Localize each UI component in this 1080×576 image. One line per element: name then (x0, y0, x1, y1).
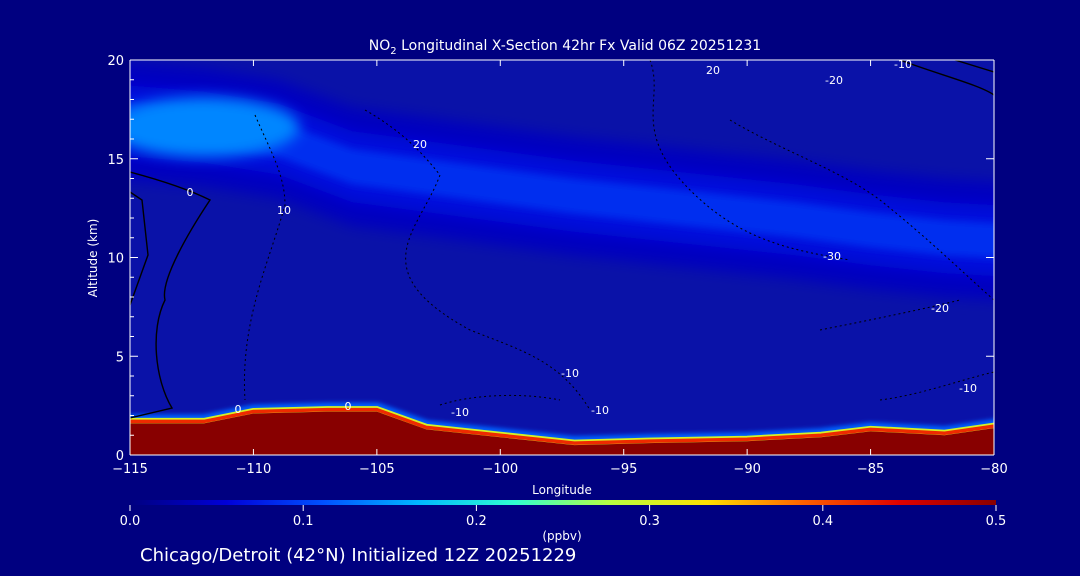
contour-label: -20 (825, 74, 843, 87)
contour-line (879, 371, 994, 401)
contour-label: 0 (187, 186, 194, 199)
colorbar-tick-label: 0.2 (466, 514, 487, 529)
contour-line (954, 60, 994, 73)
colorbar-tick-label: 0.0 (120, 514, 141, 529)
x-tick-label: −90 (733, 462, 760, 477)
title-prefix: NO (369, 38, 391, 54)
contour-label: 20 (413, 138, 427, 151)
colorbar-ticks: 0.0 0.1 0.2 0.3 0.4 0.5 (120, 505, 1007, 529)
contour-label: 10 (277, 204, 291, 217)
y-tick-label: 15 (107, 153, 124, 168)
contour-line (439, 394, 561, 406)
x-tick-label: −80 (980, 462, 1007, 477)
contour-line (899, 60, 994, 96)
plot-area: 0 0 0 10 20 20 -10 -10 -20 -10 -30 -20 -10 -10 (130, 58, 994, 455)
x-axis-label: Longitude (532, 483, 592, 497)
surface-layer (130, 411, 994, 455)
y-tick-label: 5 (116, 350, 124, 365)
y-axis: 0 5 10 15 20 (107, 54, 994, 464)
contour-label: -10 (591, 404, 609, 417)
footer-caption: Chicago/Detroit (42°N) Initialized 12Z 2… (140, 545, 576, 566)
upper-layer-core (130, 103, 994, 259)
contour-line (130, 171, 212, 419)
y-tick-label: 20 (107, 54, 124, 69)
contour-label: 0 (235, 403, 242, 416)
x-tick-label: −115 (112, 462, 148, 477)
y-tick-label: 0 (116, 449, 124, 464)
colorbar-tick-label: 0.4 (812, 514, 833, 529)
colorbar: 0.0 0.1 0.2 0.3 0.4 0.5 (ppbv) (120, 500, 1007, 543)
colorbar-tick-label: 0.1 (293, 514, 314, 529)
colorbar-tick-label: 0.3 (639, 514, 660, 529)
contour-line (729, 119, 994, 301)
upper-layer-maximum (130, 97, 300, 158)
contour-label: -10 (451, 406, 469, 419)
contour-label: -10 (894, 58, 912, 71)
contour-labels: 0 0 0 10 20 20 -10 -10 -20 -10 -30 -20 -10 -10 (187, 58, 977, 419)
contour-label: -10 (959, 382, 977, 395)
x-tick-label: −95 (610, 462, 637, 477)
x-tick-label: −110 (236, 462, 272, 477)
x-tick-label: −100 (482, 462, 518, 477)
colorbar-tick-label: 0.5 (986, 514, 1007, 529)
contour-line (819, 299, 961, 331)
contour-label: -10 (561, 367, 579, 380)
x-tick-label: −85 (857, 462, 884, 477)
title-rest: Longitudinal X-Section 42hr Fx Valid 06Z… (397, 38, 762, 54)
concentration-field (130, 61, 994, 455)
contour-label: 0 (345, 400, 352, 413)
contour-label: 20 (706, 64, 720, 77)
x-tick-label: −105 (359, 462, 395, 477)
title-subscript: 2 (390, 46, 396, 57)
y-tick-label: 10 (107, 252, 124, 267)
contour-label: -30 (823, 250, 841, 263)
colorbar-ramp (130, 500, 996, 505)
x-axis: −115 −110 −105 −100 −95 −90 −85 −80 (112, 60, 1008, 477)
colorbar-label: (ppbv) (542, 529, 581, 543)
contour-label: -20 (931, 302, 949, 315)
surface-gradient-inner (130, 407, 994, 445)
chart-title: NO2 Longitudinal X-Section 42hr Fx Valid… (369, 38, 761, 57)
contour-line (649, 60, 851, 261)
y-axis-label: Altitude (km) (86, 219, 100, 298)
contour-line (130, 191, 149, 306)
contour-lines (130, 60, 994, 419)
